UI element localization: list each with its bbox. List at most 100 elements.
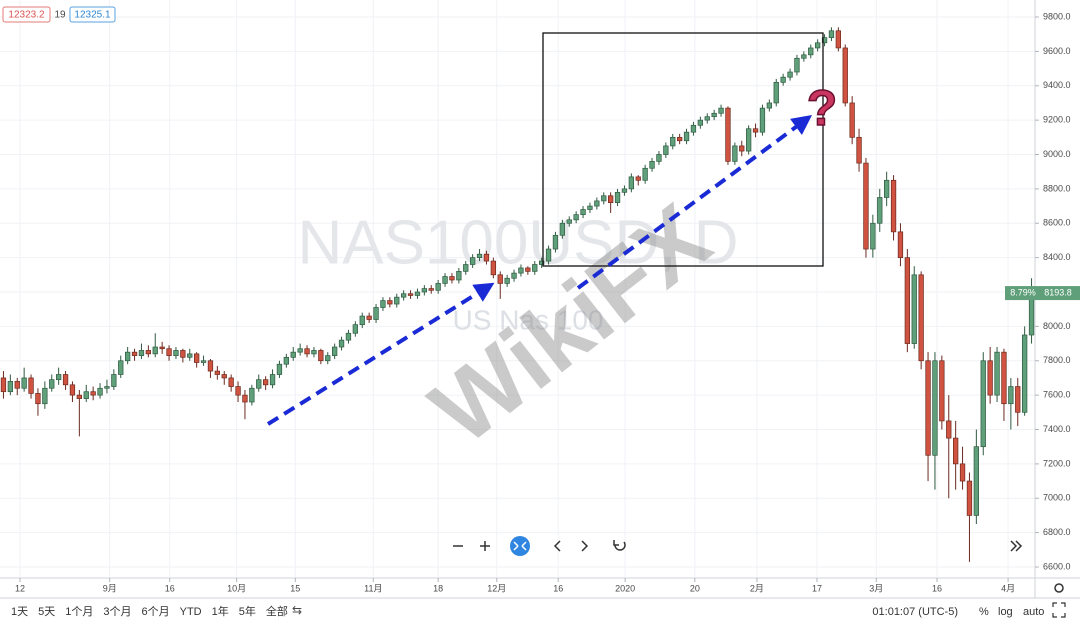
candle-body bbox=[559, 222, 565, 236]
candle-body bbox=[463, 264, 469, 272]
candle-body bbox=[828, 30, 835, 38]
y-tick-label: 8800.0 bbox=[1043, 183, 1071, 193]
candle-body bbox=[1008, 386, 1014, 405]
candle-body bbox=[732, 145, 738, 162]
candle-body bbox=[297, 348, 303, 353]
candle-body bbox=[131, 351, 138, 356]
range-button[interactable]: 5年 bbox=[239, 604, 256, 618]
x-tick-label: 12 bbox=[15, 583, 25, 593]
scale-option[interactable]: log bbox=[998, 606, 1013, 618]
y-tick-label: 9200.0 bbox=[1043, 115, 1071, 125]
candle-body bbox=[890, 179, 897, 233]
candle-body bbox=[683, 131, 690, 142]
x-tick-label: 20 bbox=[690, 583, 700, 593]
candle-body bbox=[987, 360, 993, 396]
price-value: 8193.8 bbox=[1044, 287, 1072, 297]
candle-body bbox=[35, 393, 41, 405]
candle-body bbox=[476, 253, 483, 258]
reset-zoom[interactable] bbox=[510, 536, 530, 556]
box-drawing bbox=[542, 32, 824, 267]
candle-body bbox=[76, 394, 83, 399]
refresh[interactable] bbox=[613, 540, 626, 551]
y-tick-label: 7000.0 bbox=[1043, 493, 1071, 503]
candle-body bbox=[773, 81, 779, 104]
range-button[interactable]: 1天 bbox=[11, 606, 28, 618]
candle-body bbox=[256, 379, 262, 389]
candle-body bbox=[525, 267, 531, 272]
candle-body bbox=[821, 37, 828, 44]
candle-body bbox=[138, 350, 145, 356]
candle-body bbox=[835, 30, 841, 49]
candle-body bbox=[207, 360, 214, 372]
candle-body bbox=[194, 353, 200, 363]
candle-body bbox=[497, 274, 503, 284]
candle-body bbox=[145, 350, 152, 355]
candle-body bbox=[952, 437, 959, 465]
range-button[interactable]: 5天 bbox=[38, 606, 55, 618]
scale-option[interactable]: auto bbox=[1023, 606, 1044, 618]
zoom-in[interactable] bbox=[480, 541, 490, 551]
trend-arrow bbox=[576, 115, 813, 290]
range-button[interactable]: 3个月 bbox=[103, 605, 131, 618]
range-button[interactable]: 1个月 bbox=[65, 605, 93, 618]
y-tick-label: 7400.0 bbox=[1043, 424, 1071, 434]
y-tick-label: 9800.0 bbox=[1043, 11, 1071, 21]
range-button[interactable]: 6个月 bbox=[142, 605, 170, 618]
scale-option[interactable]: % bbox=[979, 606, 989, 618]
candle-body bbox=[180, 350, 186, 358]
legend-value: 12323.2 bbox=[8, 10, 45, 21]
settings[interactable] bbox=[1054, 583, 1064, 593]
candle-body bbox=[242, 394, 248, 403]
candle-body bbox=[90, 391, 96, 396]
candle-body bbox=[939, 360, 945, 422]
candle-body bbox=[863, 162, 869, 250]
candle-body bbox=[345, 332, 352, 341]
scroll-end[interactable] bbox=[1010, 540, 1023, 552]
candle-body bbox=[490, 260, 496, 276]
range-button[interactable]: YTD bbox=[180, 606, 202, 618]
candle-body bbox=[414, 291, 421, 296]
candle-body bbox=[801, 54, 807, 59]
toolbar: 1天 5天 1个月 3个月 6个月 YTD 1年 5年 全部 01:01:07 (UTC-5)% l… bbox=[11, 604, 1044, 618]
candle-body bbox=[407, 293, 414, 296]
range-button[interactable]: 1年 bbox=[212, 604, 229, 618]
candle-body bbox=[332, 346, 338, 356]
candle-body bbox=[83, 391, 89, 399]
candle-body bbox=[380, 300, 386, 308]
clock: 01:01:07 (UTC-5) bbox=[872, 606, 958, 618]
candle-body bbox=[704, 116, 710, 121]
candle-body bbox=[111, 374, 117, 387]
candle-body bbox=[628, 176, 634, 190]
candle-body bbox=[607, 195, 614, 203]
candle-body bbox=[676, 136, 683, 142]
candle-body bbox=[752, 128, 759, 133]
y-tick-label: 8400.0 bbox=[1043, 252, 1071, 262]
candle-body bbox=[697, 119, 703, 126]
candle-body bbox=[269, 374, 276, 386]
candle-body bbox=[870, 222, 876, 250]
y-tick-label: 7600.0 bbox=[1043, 390, 1071, 400]
candle-body bbox=[97, 387, 103, 396]
candle-body bbox=[739, 145, 745, 152]
nav-buttons bbox=[453, 536, 1066, 618]
candle-body bbox=[42, 387, 48, 405]
candle-body bbox=[401, 293, 407, 298]
x-tick-label: 16 bbox=[932, 583, 942, 593]
candle-body bbox=[221, 374, 227, 379]
candle-body bbox=[883, 179, 890, 198]
candle-body bbox=[946, 420, 952, 439]
candle-body bbox=[994, 351, 1000, 396]
fullscreen[interactable] bbox=[1052, 602, 1066, 618]
y-tick-label: 9000.0 bbox=[1043, 149, 1071, 159]
candle-body bbox=[166, 348, 172, 356]
scroll-left[interactable] bbox=[553, 540, 561, 552]
legend-box bbox=[69, 6, 116, 23]
x-tick-label: 17 bbox=[812, 583, 822, 593]
compare-icon[interactable]: ⇆ bbox=[292, 603, 302, 617]
x-tick-label: 15 bbox=[290, 583, 300, 593]
scroll-right[interactable] bbox=[581, 540, 589, 552]
candle-body bbox=[656, 154, 662, 162]
candle-body bbox=[745, 128, 752, 152]
range-button[interactable]: 全部 bbox=[266, 604, 288, 618]
legend-value: 19 bbox=[54, 10, 66, 21]
